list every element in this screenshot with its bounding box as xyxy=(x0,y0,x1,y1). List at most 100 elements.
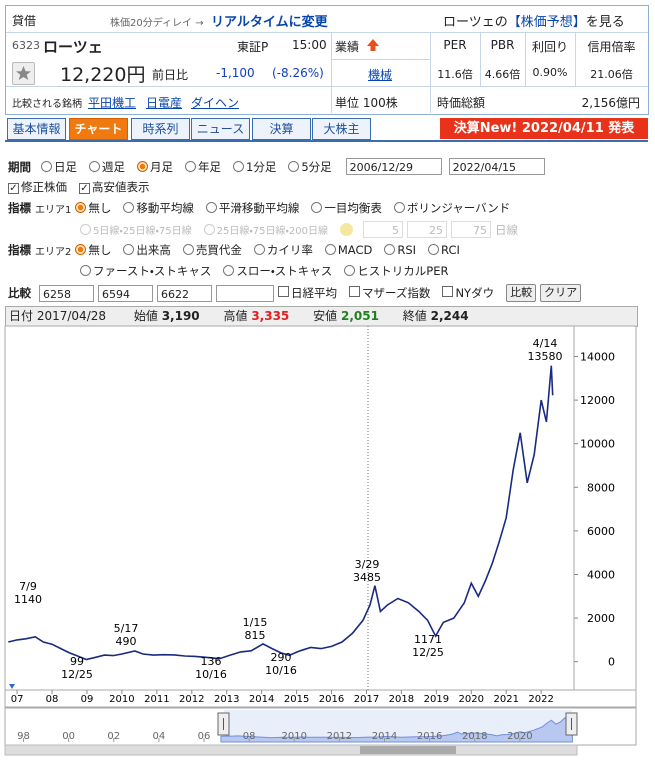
radio[interactable] xyxy=(182,244,194,255)
radio-option[interactable]: 売買代金 xyxy=(182,242,242,258)
radio[interactable] xyxy=(344,265,356,276)
checkbox-label: NYダウ xyxy=(455,286,495,300)
radio-option[interactable]: 平滑移動平均線 xyxy=(205,200,300,216)
code-input[interactable] xyxy=(216,284,274,302)
radio-option[interactable]: ファースト・ストキャス xyxy=(80,263,211,279)
code-input[interactable]: 6258 xyxy=(39,284,94,302)
checkbox-option[interactable]: マザーズ指数 xyxy=(349,285,430,301)
radio-option[interactable]: ボリンジャーバンド xyxy=(393,200,511,216)
period-input[interactable]: 25 xyxy=(406,221,447,238)
radio[interactable] xyxy=(75,202,87,213)
checkbox[interactable] xyxy=(442,286,454,297)
checkbox[interactable]: ✓ xyxy=(79,183,90,194)
radio-option[interactable]: 無し xyxy=(75,200,111,216)
checkbox[interactable] xyxy=(278,286,289,297)
radio[interactable] xyxy=(185,160,196,172)
radio[interactable] xyxy=(311,202,323,213)
period-input[interactable]: 75 xyxy=(450,221,491,238)
radio-option[interactable]: 出来高 xyxy=(123,242,171,258)
checkbox[interactable]: ✓ xyxy=(8,183,19,194)
annotation-value: 136 xyxy=(201,655,222,668)
radio-option[interactable]: ヒストリカルPER xyxy=(344,263,448,279)
compare-label: 比較される銘柄 xyxy=(12,99,82,110)
radio-option[interactable]: RSI xyxy=(384,243,416,257)
scrollbar-thumb[interactable] xyxy=(360,746,456,754)
radio[interactable] xyxy=(233,160,244,172)
button[interactable]: クリア xyxy=(540,284,582,302)
code-input[interactable]: 6594 xyxy=(98,284,153,302)
radio[interactable] xyxy=(384,244,396,255)
radio-option[interactable]: 1分足 xyxy=(233,159,276,175)
radio-option[interactable]: 週足 xyxy=(89,159,125,175)
radio[interactable] xyxy=(123,244,135,255)
peer-link[interactable]: 平田機工 xyxy=(88,96,137,110)
radio-label: ボリンジャーバンド xyxy=(406,201,511,215)
radio-option[interactable]: 5分足 xyxy=(288,159,332,175)
realtime-link[interactable]: リアルタイムに変更 xyxy=(211,15,328,30)
radio[interactable] xyxy=(288,160,300,172)
radio[interactable] xyxy=(123,202,135,213)
navigator-tick-label: 00 xyxy=(62,731,75,742)
tab[interactable]: 決算 xyxy=(252,118,311,140)
radio-option[interactable]: 25日線・75日線・200日線 xyxy=(203,222,328,237)
stock-code: 6323 xyxy=(12,39,40,52)
tab[interactable]: 基本情報 xyxy=(7,118,66,140)
radio-label: RSI xyxy=(397,243,417,257)
date-input[interactable]: 2006/12/29 xyxy=(345,158,442,175)
checkbox[interactable] xyxy=(349,286,360,297)
divider xyxy=(332,59,430,60)
button[interactable]: 比較 xyxy=(506,284,537,302)
radio[interactable] xyxy=(253,244,265,255)
radio[interactable] xyxy=(80,265,91,276)
code-input[interactable]: 6622 xyxy=(157,284,212,302)
radio-option[interactable]: 無し xyxy=(75,242,111,258)
radio-option[interactable]: 5日線・25日線・75日線 xyxy=(80,222,192,237)
radio-option[interactable]: 移動平均線 xyxy=(123,200,194,216)
radio[interactable] xyxy=(203,224,215,235)
tab[interactable]: ニュース xyxy=(191,118,250,140)
peer-link[interactable]: ダイヘン xyxy=(191,96,240,110)
tab[interactable]: チャート xyxy=(69,118,128,140)
radio[interactable] xyxy=(137,160,148,172)
radio[interactable] xyxy=(324,244,336,255)
peer-link[interactable]: 日電産 xyxy=(146,96,183,110)
metric-header: PER xyxy=(443,38,467,52)
favorite-button[interactable] xyxy=(12,62,35,85)
control-label: 指標 xyxy=(8,243,31,257)
date-input[interactable]: 2022/04/15 xyxy=(448,158,545,175)
chart-frame xyxy=(4,325,637,708)
radio[interactable] xyxy=(89,160,100,172)
radio[interactable] xyxy=(75,244,87,255)
radio[interactable] xyxy=(41,160,52,172)
p-icon xyxy=(339,223,353,236)
radio-option[interactable]: 年足 xyxy=(185,159,221,175)
divider xyxy=(480,33,481,86)
radio-option[interactable]: スロー・ストキャス xyxy=(223,263,332,279)
sector-link[interactable]: 機械 xyxy=(368,68,393,82)
y-tick-label: 6000 xyxy=(587,525,615,538)
checkbox-option[interactable]: 日経平均 xyxy=(278,285,337,301)
checkbox-option[interactable]: NYダウ xyxy=(442,285,494,301)
radio[interactable] xyxy=(393,202,405,213)
radio[interactable] xyxy=(428,244,440,255)
radio-option[interactable]: 日足 xyxy=(41,159,77,175)
radio-option[interactable]: 月足 xyxy=(137,159,173,175)
radio-label: 日足 xyxy=(54,159,77,174)
radio[interactable] xyxy=(80,224,91,235)
tab[interactable]: 大株主 xyxy=(312,118,371,140)
radio-label: 月足 xyxy=(150,159,173,174)
radio-label: 平滑移動平均線 xyxy=(218,201,300,215)
radio-option[interactable]: カイリ率 xyxy=(253,242,313,258)
period-input[interactable]: 5 xyxy=(362,221,403,238)
checkbox-option[interactable]: ✓ 高安値表示 xyxy=(79,179,150,195)
radio-option[interactable]: 一目均衡表 xyxy=(311,200,382,216)
tab[interactable]: 時系列 xyxy=(131,118,190,140)
radio-option[interactable]: RCI xyxy=(428,243,460,257)
radio[interactable] xyxy=(205,202,217,213)
radio-option[interactable]: MACD xyxy=(324,243,372,257)
radio[interactable] xyxy=(223,265,235,276)
forecast-link[interactable]: 【株価予想】 xyxy=(507,15,586,30)
checkbox-option[interactable]: ✓ 修正株価 xyxy=(8,179,67,195)
announcement[interactable]: 決算New! 2022/04/11 発表 xyxy=(440,118,648,139)
